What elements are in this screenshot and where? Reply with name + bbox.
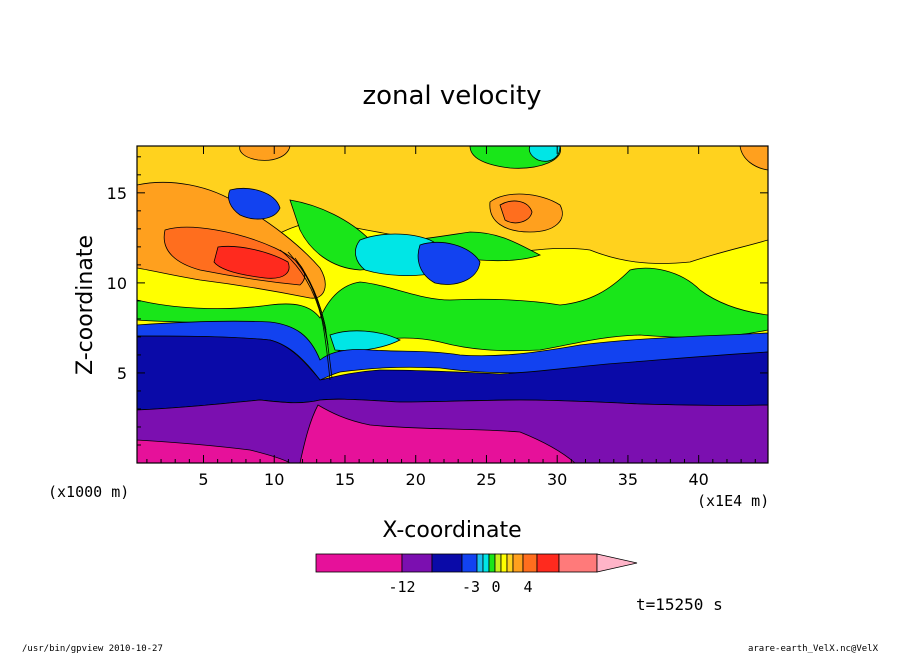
region-orange-top-right [739, 146, 768, 171]
x-tick-label: 25 [476, 470, 496, 489]
x-tick-label: 5 [198, 470, 208, 489]
colorbar-swatch [315, 553, 403, 573]
footer-left: /usr/bin/gpview 2010-10-27 [22, 644, 163, 654]
region-blue-patch-1 [228, 188, 281, 220]
colorbar-swatch [482, 553, 490, 573]
y-tick-label: 15 [107, 184, 127, 203]
footer-right: arare-earth_VelX.nc@VelX [748, 644, 879, 654]
colorbar-swatch [512, 553, 524, 573]
x-tick-label: 10 [264, 470, 284, 489]
x-tick-label: 30 [547, 470, 567, 489]
y-tick-label: 5 [117, 364, 127, 383]
colorbar-swatch [522, 553, 538, 573]
chart-title: zonal velocity [362, 81, 541, 111]
x-tick-label: 20 [406, 470, 426, 489]
x-tick-label: 40 [688, 470, 708, 489]
colorbar-labels: -12 -3 0 4 [388, 578, 532, 596]
region-blue-patch-2 [417, 241, 481, 285]
time-label: t=15250 s [636, 595, 723, 614]
colorbar-swatch [488, 553, 496, 573]
region-orange-top [239, 146, 291, 161]
colorbar-swatch [401, 553, 433, 573]
colorbar-swatch [461, 553, 478, 573]
x-axis-label: X-coordinate [382, 518, 521, 543]
x-unit-right: (x1E4 m) [697, 492, 769, 510]
colorbar-swatch [431, 553, 463, 573]
x-axis-ticks: 5 10 15 20 25 30 35 40 [146, 146, 756, 489]
y-axis-label: Z-coordinate [73, 235, 98, 375]
region-magenta-lower [299, 404, 576, 463]
x-tick-label: 35 [618, 470, 638, 489]
colorbar-swatch [494, 553, 502, 573]
y-axis-ticks: 5 10 15 [107, 156, 768, 446]
y-tick-label: 10 [107, 274, 127, 293]
region-magenta-left [137, 439, 291, 463]
x-tick-label: 15 [335, 470, 355, 489]
colorbar [315, 553, 638, 573]
colorbar-label: 4 [523, 578, 532, 596]
colorbar-swatch [476, 553, 484, 573]
colorbar-extend-arrow [596, 553, 638, 573]
colorbar-label: -12 [388, 578, 415, 596]
colorbar-swatch [536, 553, 560, 573]
region-red-core [213, 245, 290, 279]
colorbar-label: 0 [491, 578, 500, 596]
region-orange-patch-2 [499, 200, 533, 224]
contour-field [137, 146, 768, 463]
plot-frame [136, 145, 769, 464]
colorbar-label: -3 [462, 578, 480, 596]
colorbar-swatch [506, 553, 514, 573]
region-cyan-top [528, 146, 561, 162]
colorbar-swatch [500, 553, 508, 573]
x-unit-left: (x1000 m) [48, 483, 129, 501]
colorbar-swatch [558, 553, 598, 573]
